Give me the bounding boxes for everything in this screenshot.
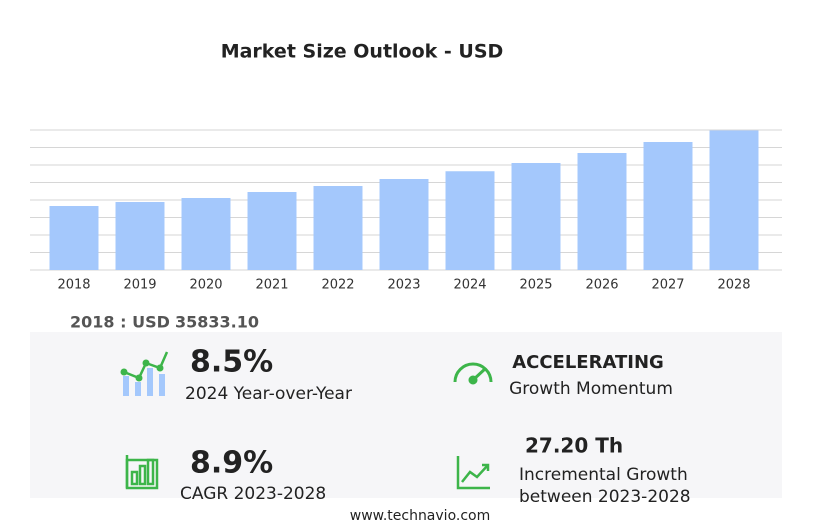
x-tick-label: 2023 <box>387 278 420 293</box>
bar <box>247 192 297 270</box>
cagr-icon <box>125 455 159 490</box>
kpi-value: 27.20 Th <box>525 434 623 458</box>
x-tick-label: 2021 <box>255 278 288 293</box>
kpi-caption: CAGR 2023-2028 <box>180 484 326 504</box>
gauge-icon <box>453 362 493 385</box>
bar <box>511 163 561 270</box>
bar <box>313 186 363 270</box>
kpi-value: ACCELERATING <box>512 352 664 373</box>
summary-panel <box>30 332 782 498</box>
bar <box>445 171 495 270</box>
kpi-value: 8.9% <box>190 446 273 481</box>
kpi-caption: Growth Momentum <box>509 379 673 399</box>
x-tick-label: 2028 <box>717 278 750 293</box>
growth-icon <box>456 456 490 490</box>
x-tick-label: 2019 <box>123 278 156 293</box>
bar <box>49 206 99 270</box>
bar <box>577 153 627 270</box>
kpi-value: 8.5% <box>190 345 273 380</box>
kpi-caption: 2024 Year-over-Year <box>185 384 352 404</box>
highlight-value: 35833.10 <box>175 313 259 332</box>
x-tick-label: 2022 <box>321 278 354 293</box>
footer: www.technavio.com <box>350 508 491 524</box>
x-tick-label: 2018 <box>57 278 90 293</box>
kpi-caption: between 2023-2028 <box>519 487 691 507</box>
bar <box>115 202 165 270</box>
bar <box>379 179 429 270</box>
bar <box>643 142 693 270</box>
x-tick-label: 2020 <box>189 278 222 293</box>
chart-title: Market Size Outlook - USD <box>221 41 504 63</box>
plot: 2018 2019 2020 2021 2022 2023 2024 2025 2026 2027… <box>30 129 782 293</box>
bar <box>181 198 231 270</box>
kpi-caption: Incremental Growth <box>519 465 688 485</box>
bar <box>709 130 759 270</box>
x-tick-label: 2026 <box>585 278 618 293</box>
highlight-label: 2018 : USD <box>70 313 170 332</box>
x-tick-label: 2027 <box>651 278 684 293</box>
x-tick-label: 2025 <box>519 278 552 293</box>
x-tick-label: 2024 <box>453 278 486 293</box>
yoy-icon <box>120 351 169 396</box>
